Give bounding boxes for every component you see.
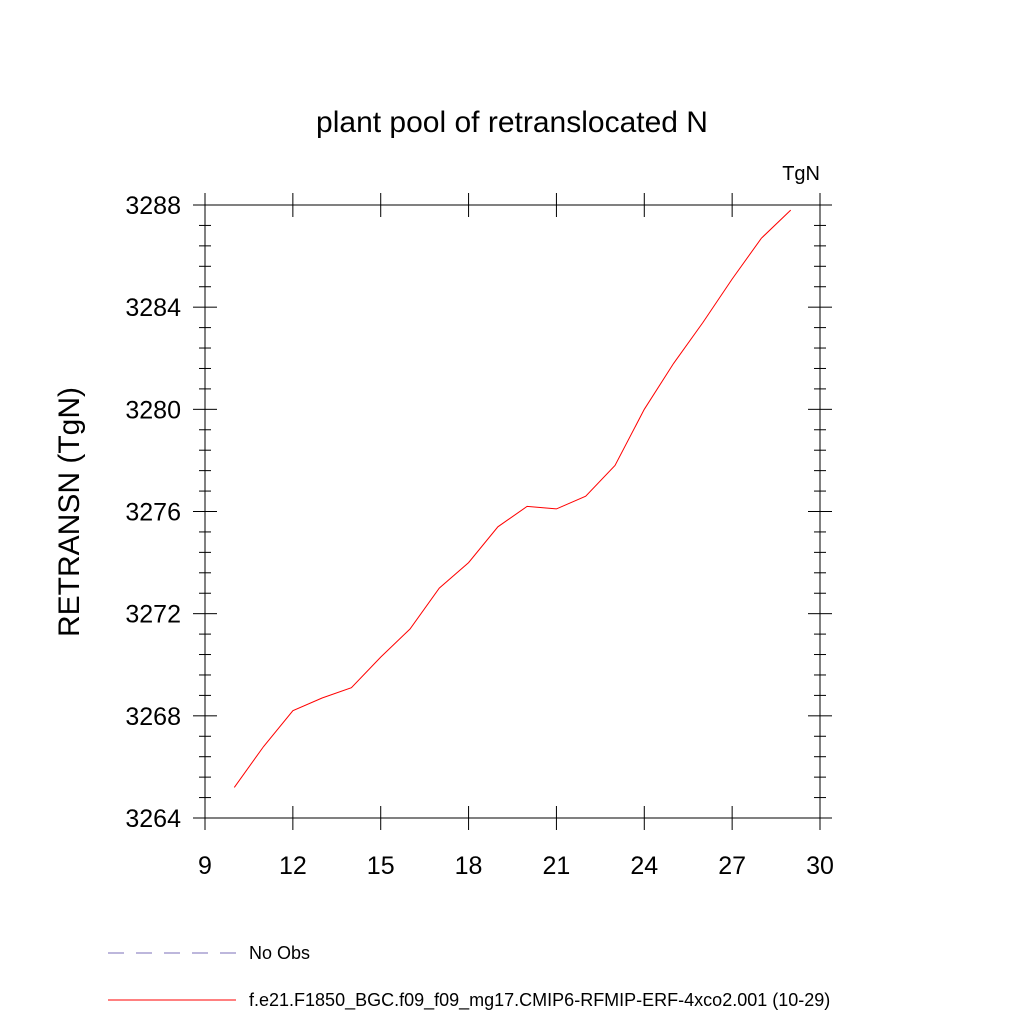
y-tick-label: 3288: [125, 192, 181, 220]
legend-label: No Obs: [249, 943, 310, 963]
y-tick-label: 3280: [125, 396, 181, 424]
x-tick-label: 12: [279, 852, 307, 880]
x-tick-label: 30: [806, 852, 834, 880]
y-tick-label: 3284: [125, 294, 181, 322]
x-tick-label: 9: [198, 852, 212, 880]
y-tick-label: 3272: [125, 601, 181, 629]
x-tick-label: 18: [455, 852, 483, 880]
x-tick-label: 24: [630, 852, 658, 880]
chart-title: plant pool of retranslocated N: [316, 106, 708, 139]
axes: 9 12 15 18 21 24 27 30 3264 3268 3272 3276 3280 3284 3…: [125, 192, 834, 880]
x-tick-label: 27: [718, 852, 746, 880]
x-tick-label: 21: [543, 852, 571, 880]
plot-frame: [204, 204, 821, 819]
series-line: [233, 209, 792, 788]
legend-label: f.e21.F1850_BGC.f09_f09_mg17.CMIP6-RFMIP…: [249, 990, 830, 1011]
units-label: TgN: [782, 163, 820, 185]
legend: No Obs f.e21.F1850_BGC.f09_f09_mg17.CMIP6…: [108, 943, 830, 1011]
y-axis-label: RETRANSN (TgN): [53, 387, 86, 637]
series-layer: [233, 209, 792, 788]
y-tick-label: 3264: [125, 805, 181, 833]
x-tick-label: 15: [367, 852, 395, 880]
y-tick-label: 3268: [125, 703, 181, 731]
y-tick-label: 3276: [125, 499, 181, 527]
